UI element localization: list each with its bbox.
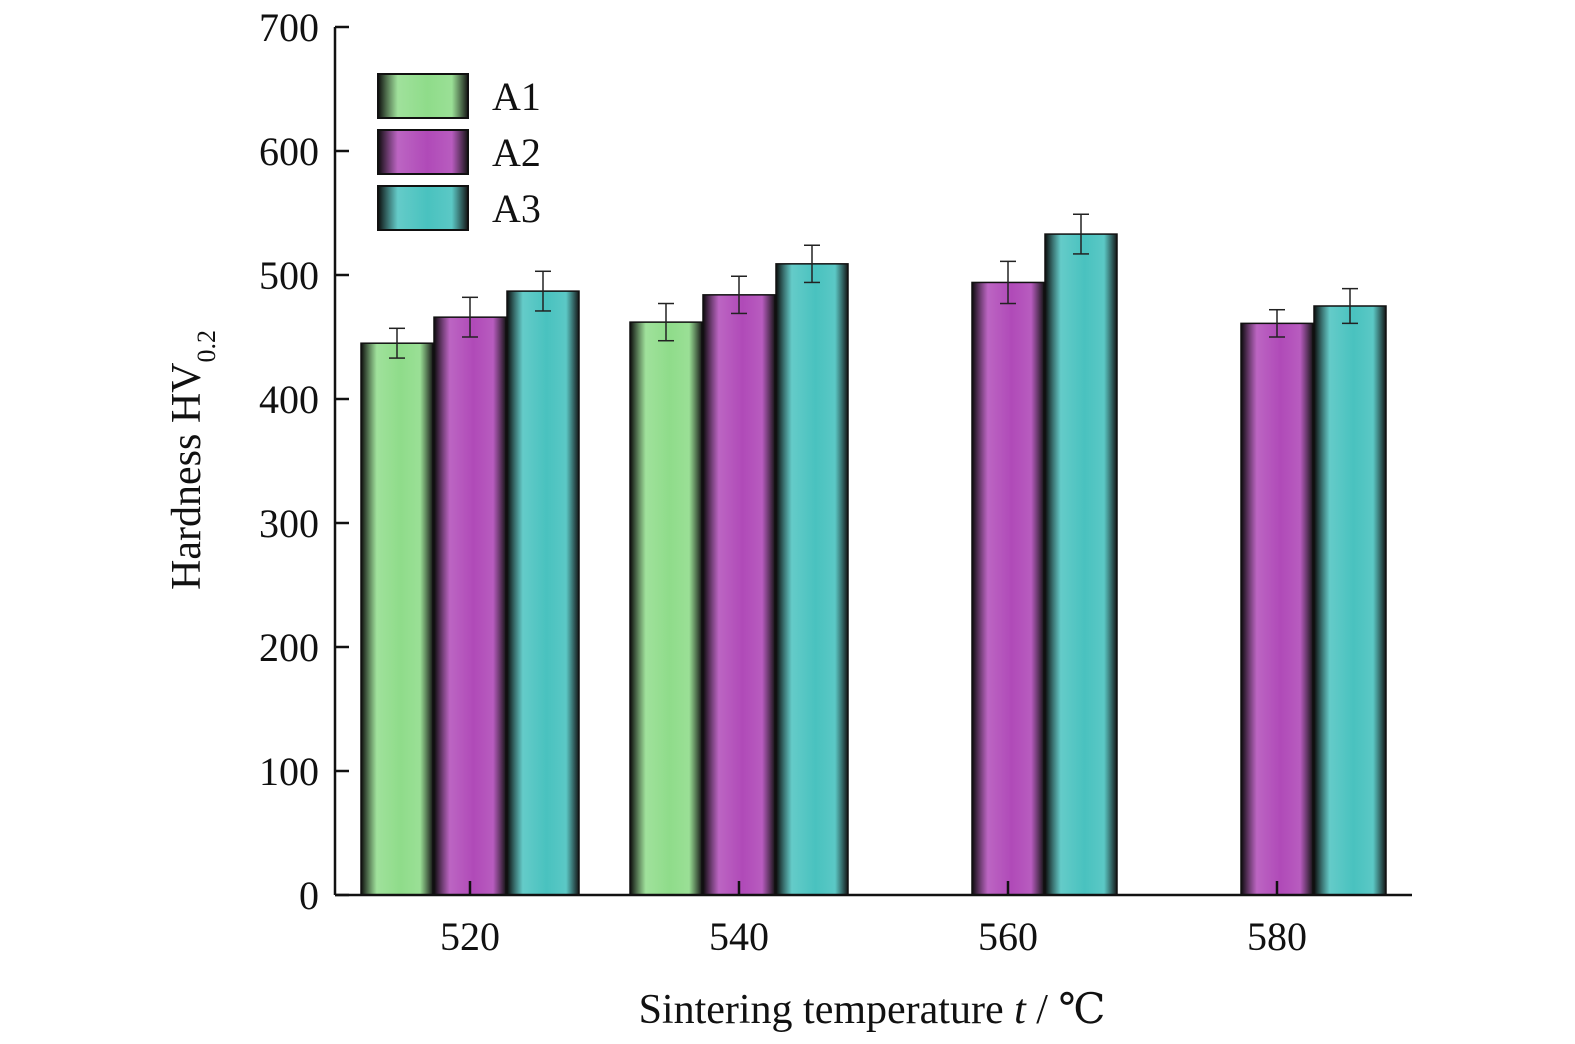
legend-label-a2: A2 xyxy=(492,130,541,175)
error-bar-a2-580 xyxy=(1269,308,1285,338)
error-bar-a2-540 xyxy=(731,275,747,315)
y-axis-title: Hardness HV0.2 xyxy=(164,330,221,590)
x-tick-label-580: 580 xyxy=(1247,914,1307,959)
bars-layer xyxy=(360,213,1387,896)
y-axis-title-sub: 0.2 xyxy=(192,330,221,363)
bar-a3-560 xyxy=(1044,233,1118,896)
error-bar-a3-560 xyxy=(1073,213,1089,255)
legend-swatch-a1 xyxy=(377,73,469,119)
error-bar-a3-540 xyxy=(804,244,820,284)
bar-a2-520 xyxy=(433,316,507,896)
error-bar-a3-580 xyxy=(1342,287,1358,325)
bar-a2-560 xyxy=(971,281,1045,896)
bar-a2-540 xyxy=(702,294,776,896)
error-bar-a2-520 xyxy=(462,296,478,338)
legend-item-a1: A1 xyxy=(377,73,541,119)
y-tick-label-300: 300 xyxy=(259,501,319,546)
legend-swatch-a3 xyxy=(377,185,469,231)
bar-a3-520 xyxy=(506,290,580,896)
legend-item-a2: A2 xyxy=(377,129,541,175)
y-axis-title-main: Hardness HV xyxy=(164,363,210,590)
error-bar-a3-520 xyxy=(535,270,551,312)
x-axis-title-var: t xyxy=(1014,987,1027,1033)
bar-a1-520 xyxy=(360,342,434,896)
x-axis-title: Sintering temperature t / ℃ xyxy=(639,987,1106,1033)
y-tick-label-0: 0 xyxy=(299,873,319,918)
y-tick-label-200: 200 xyxy=(259,625,319,670)
legend-item-a3: A3 xyxy=(377,185,541,231)
bar-a2-580 xyxy=(1240,322,1314,896)
legend-label-a3: A3 xyxy=(492,186,541,231)
bar-a3-580 xyxy=(1313,305,1387,896)
y-tick-label-600: 600 xyxy=(259,129,319,174)
x-axis-title-suffix: / ℃ xyxy=(1026,987,1106,1033)
x-axis-title-prefix: Sintering temperature xyxy=(639,987,1015,1033)
error-bar-a1-520 xyxy=(389,327,405,359)
x-tick-label-560: 560 xyxy=(978,914,1038,959)
error-bar-a1-540 xyxy=(658,302,674,342)
y-tick-label-700: 700 xyxy=(259,5,319,50)
axes-layer: 0 100 200 300 400 500 600 700 520 540 560 580 xyxy=(259,5,1412,959)
bar-a1-540 xyxy=(629,321,703,896)
legend: A1 A2 A3 xyxy=(377,73,541,231)
y-tick-label-400: 400 xyxy=(259,377,319,422)
x-tick-label-540: 540 xyxy=(709,914,769,959)
x-tick-label-520: 520 xyxy=(440,914,500,959)
y-tick-label-100: 100 xyxy=(259,749,319,794)
legend-label-a1: A1 xyxy=(492,74,541,119)
error-bar-a2-560 xyxy=(1000,260,1016,305)
bar-a3-540 xyxy=(775,263,849,896)
legend-swatch-a2 xyxy=(377,129,469,175)
y-tick-label-500: 500 xyxy=(259,253,319,298)
